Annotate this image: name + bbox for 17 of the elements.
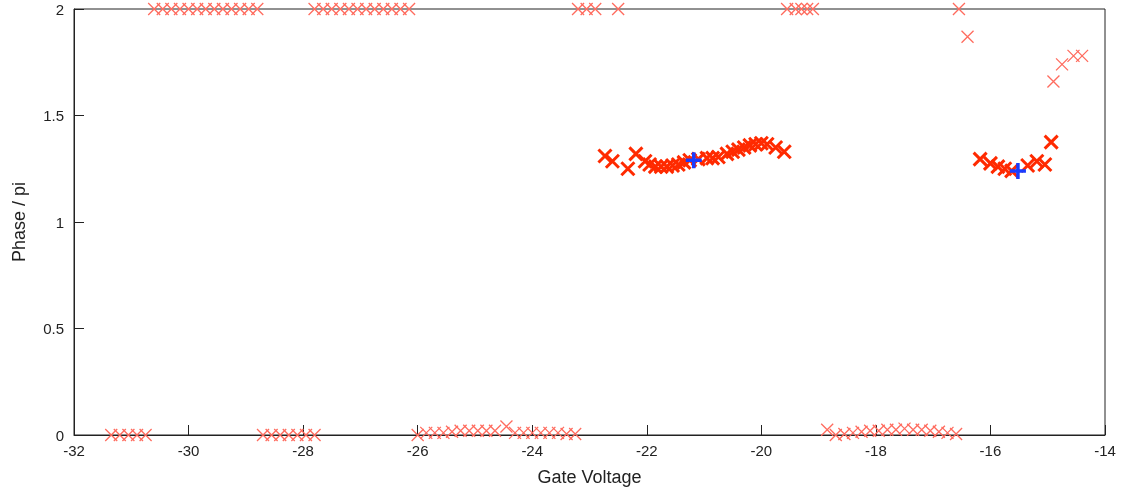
y-tick-label: 0.5 — [43, 320, 64, 337]
x-tick-label: -26 — [406, 442, 429, 459]
y-tick-label: 1 — [55, 213, 64, 231]
x-tick-label: -16 — [979, 442, 1002, 459]
x-axis-title: Gate Voltage — [537, 467, 642, 487]
x-tick-label: -18 — [865, 442, 887, 459]
y-tick-label: 0 — [55, 426, 64, 444]
y-tick-label: 2 — [55, 0, 64, 18]
x-tick-label: -28 — [292, 442, 314, 459]
y-tick-label: 1.5 — [43, 107, 64, 124]
y-axis-title: Phase / pi — [9, 181, 29, 263]
x-tick-label: -32 — [63, 442, 85, 459]
x-tick-label: -20 — [750, 442, 773, 459]
x-tick-label: -24 — [521, 442, 544, 459]
x-tick-label: -14 — [1094, 442, 1116, 459]
x-tick-label: -30 — [177, 442, 200, 459]
x-tick-label: -22 — [635, 442, 658, 459]
